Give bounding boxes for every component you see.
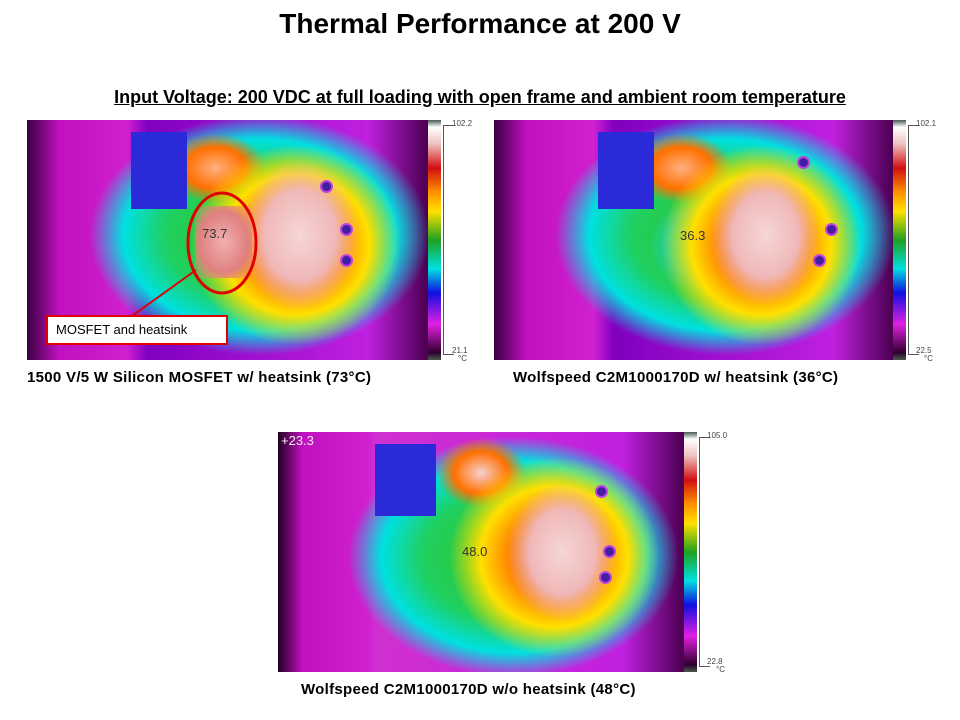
thermal-block bbox=[375, 444, 437, 516]
scale-unit: °C bbox=[458, 354, 467, 363]
thermal-hotspot bbox=[319, 180, 333, 193]
slide-title: Thermal Performance at 200 V bbox=[279, 8, 681, 39]
thermal-hotspot bbox=[339, 223, 353, 237]
scale-max: 105.0 bbox=[707, 431, 728, 440]
callout-label: MOSFET and heatsink bbox=[46, 315, 228, 345]
thermal-hotspot bbox=[825, 223, 839, 237]
image-caption: Wolfspeed C2M1000170D w/o heatsink (48°C… bbox=[301, 681, 636, 698]
thermal-hotspot bbox=[602, 544, 616, 558]
image-caption: Wolfspeed C2M1000170D w/ heatsink (36°C) bbox=[513, 369, 839, 386]
spot-temperature: 73.7 bbox=[202, 226, 228, 241]
color-scale-bar bbox=[684, 432, 697, 672]
scale-unit: °C bbox=[716, 665, 725, 674]
slide-subtitle: Input Voltage: 200 VDC at full loading w… bbox=[114, 87, 846, 107]
spot-temperature: 48.0 bbox=[462, 544, 488, 559]
scale-max: 102.2 bbox=[452, 119, 473, 128]
thermal-hotspot bbox=[598, 571, 612, 585]
thermal-hotspot bbox=[594, 484, 608, 498]
thermal-hotspot bbox=[813, 254, 827, 268]
thermal-hotspot bbox=[339, 254, 353, 268]
thermal-block bbox=[131, 132, 188, 209]
thermal-image-wolfspeed-no-heatsink: +23.3 48.0 bbox=[278, 432, 684, 672]
scale-min: 22.5 bbox=[916, 346, 932, 355]
thermal-hotspot bbox=[797, 156, 811, 169]
scale-max: 102.1 bbox=[916, 119, 937, 128]
color-scale-bar bbox=[893, 120, 906, 360]
scale-unit: °C bbox=[924, 354, 933, 363]
corner-temperature: +23.3 bbox=[281, 433, 314, 448]
scale-bracket bbox=[908, 125, 919, 355]
scale-min: 22.8 bbox=[707, 657, 723, 666]
thermal-image-wolfspeed-heatsink: 36.3 bbox=[494, 120, 893, 360]
scale-bracket bbox=[699, 437, 710, 667]
thermal-block bbox=[597, 132, 654, 209]
spot-temperature: 36.3 bbox=[680, 228, 706, 243]
scale-min: 21.1 bbox=[452, 346, 468, 355]
highlight-ellipse bbox=[186, 191, 258, 295]
callout-line bbox=[131, 269, 197, 317]
color-scale-bar bbox=[428, 120, 441, 360]
callout-annotation bbox=[131, 191, 258, 317]
image-caption: 1500 V/5 W Silicon MOSFET w/ heatsink (7… bbox=[27, 369, 372, 386]
mosfet-hotspot bbox=[195, 206, 252, 279]
scale-bracket bbox=[443, 125, 454, 355]
